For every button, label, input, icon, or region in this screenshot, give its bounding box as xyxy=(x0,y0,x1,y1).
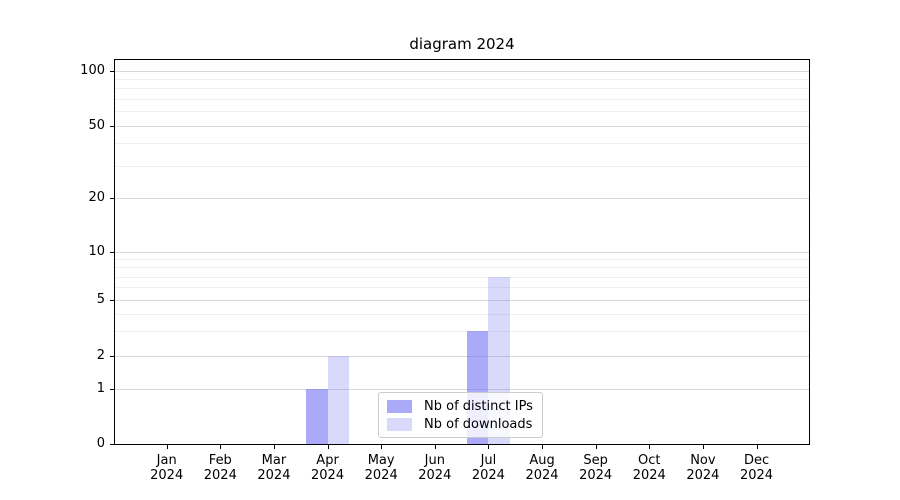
x-tick-year: 2024 xyxy=(150,468,184,483)
x-tick-label: Nov 2024 xyxy=(675,453,731,483)
x-tick-month: Dec xyxy=(743,453,770,468)
x-tick-year: 2024 xyxy=(364,468,398,483)
x-tick-label: Mar 2024 xyxy=(246,453,302,483)
major-gridline xyxy=(115,252,809,253)
x-axis-tick xyxy=(542,445,544,449)
major-gridline xyxy=(115,356,809,357)
minor-gridline xyxy=(115,143,809,145)
x-tick-month: Aug xyxy=(529,453,555,468)
x-axis-tick xyxy=(273,445,275,449)
x-tick-label: Oct 2024 xyxy=(621,453,677,483)
x-tick-label: Jun 2024 xyxy=(407,453,463,483)
x-tick-year: 2024 xyxy=(257,468,291,483)
x-tick-month: Jan xyxy=(156,453,177,468)
minor-gridline xyxy=(115,79,809,81)
x-axis-tick xyxy=(434,445,436,449)
minor-gridline xyxy=(115,111,809,113)
minor-gridline xyxy=(115,259,809,261)
minor-gridline xyxy=(115,88,809,90)
x-tick-month: May xyxy=(367,453,395,468)
major-gridline xyxy=(115,389,809,390)
y-axis-tick xyxy=(110,300,114,301)
y-tick-label: 20 xyxy=(88,190,105,206)
x-tick-year: 2024 xyxy=(311,468,345,483)
y-axis-tick xyxy=(110,125,114,127)
x-axis-tick xyxy=(381,445,383,449)
major-gridline xyxy=(115,300,809,301)
legend-label-downloads: Nb of downloads xyxy=(424,416,533,432)
minor-gridline xyxy=(115,313,809,315)
y-tick-label: 2 xyxy=(96,348,105,363)
legend-item-downloads: Nb of downloads xyxy=(387,415,534,433)
plot-area xyxy=(114,59,810,445)
y-axis-tick xyxy=(110,70,114,72)
x-tick-year: 2024 xyxy=(739,468,774,483)
x-tick-year: 2024 xyxy=(525,468,559,483)
y-tick-label: 0 xyxy=(96,436,105,451)
bar-distinct-ips xyxy=(306,389,328,444)
x-tick-month: Oct xyxy=(638,453,661,468)
x-axis-tick xyxy=(649,445,651,449)
y-axis-tick xyxy=(110,444,114,445)
x-tick-year: 2024 xyxy=(579,468,613,483)
x-axis-tick xyxy=(220,445,222,449)
x-axis-tick xyxy=(702,445,704,449)
x-tick-label: Jan 2024 xyxy=(139,453,195,483)
major-gridline xyxy=(115,198,809,200)
minor-gridline xyxy=(115,276,809,278)
x-tick-month: Sep xyxy=(583,453,608,468)
x-tick-month: Mar xyxy=(261,453,287,468)
x-tick-month: Feb xyxy=(208,453,232,468)
minor-gridline xyxy=(115,99,809,100)
x-axis-tick xyxy=(327,445,329,449)
minor-gridline xyxy=(115,287,809,289)
minor-gridline xyxy=(115,267,809,269)
y-axis-tick xyxy=(110,356,114,357)
x-tick-label: Dec 2024 xyxy=(729,453,785,483)
x-tick-label: Jul 2024 xyxy=(460,453,516,483)
y-tick-label: 100 xyxy=(80,62,105,78)
chart-title: diagram 2024 xyxy=(409,35,515,53)
x-tick-label: Apr 2024 xyxy=(300,453,356,483)
x-tick-year: 2024 xyxy=(632,468,666,483)
legend: Nb of distinct IPs Nb of downloads xyxy=(378,392,543,438)
minor-gridline xyxy=(115,331,809,333)
x-tick-label: Sep 2024 xyxy=(568,453,624,483)
x-tick-month: Jun xyxy=(424,453,445,468)
x-tick-year: 2024 xyxy=(686,468,720,483)
legend-label-distinct-ips: Nb of distinct IPs xyxy=(424,398,533,414)
x-axis-tick xyxy=(595,445,597,449)
major-gridline xyxy=(115,70,809,72)
y-tick-label: 10 xyxy=(88,244,105,259)
x-tick-month: Nov xyxy=(690,453,716,468)
bar-downloads xyxy=(327,356,349,444)
y-tick-label: 50 xyxy=(88,117,105,133)
y-axis-tick xyxy=(110,389,114,390)
y-tick-label: 5 xyxy=(96,292,105,307)
x-axis-tick xyxy=(756,445,758,449)
x-tick-month: Apr xyxy=(316,453,339,468)
legend-swatch-distinct-ips xyxy=(387,399,412,413)
x-tick-label: Aug 2024 xyxy=(514,453,570,483)
x-axis-tick xyxy=(488,445,490,449)
legend-item-distinct-ips: Nb of distinct IPs xyxy=(387,397,534,415)
x-tick-label: May 2024 xyxy=(353,453,409,483)
x-tick-month: Jul xyxy=(480,453,497,468)
x-tick-label: Feb 2024 xyxy=(192,453,248,483)
y-axis-tick xyxy=(110,252,114,253)
x-tick-year: 2024 xyxy=(471,468,505,483)
minor-gridline xyxy=(115,166,809,168)
x-tick-year: 2024 xyxy=(203,468,237,483)
y-tick-label: 1 xyxy=(96,381,105,396)
major-gridline xyxy=(115,125,809,127)
legend-swatch-downloads xyxy=(387,417,412,431)
x-tick-year: 2024 xyxy=(418,468,452,483)
x-axis-tick xyxy=(166,445,168,449)
y-axis-tick xyxy=(110,198,114,200)
